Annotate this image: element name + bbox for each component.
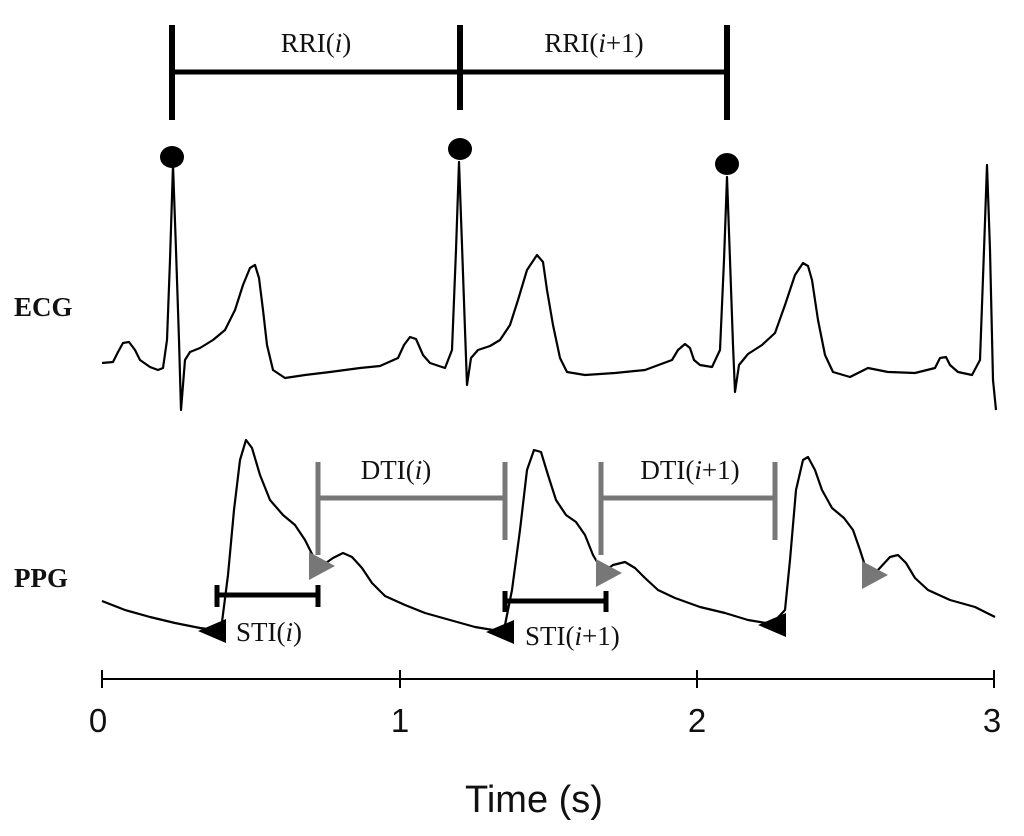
tick-label-2: 2: [688, 702, 706, 739]
tick-label-0: 0: [89, 702, 107, 739]
r-peak-dot-1: [160, 146, 184, 168]
tick-label-3: 3: [983, 702, 1001, 739]
notch-marker-1: [309, 552, 335, 580]
foot-marker-3: [758, 613, 786, 637]
notch-marker-2: [596, 559, 622, 587]
foot-marker-2: [486, 620, 514, 644]
tick-label-1: 1: [391, 702, 409, 739]
ppg-foot-markers: [198, 613, 786, 644]
time-axis: [101, 670, 995, 688]
sti-i1-label: STI(i+1): [525, 621, 620, 651]
ecg-waveform: [101, 160, 998, 412]
sti-i-label: STI(i): [236, 617, 302, 647]
r-peak-dot-2: [448, 138, 472, 160]
x-axis-label: Time (s): [465, 779, 603, 821]
notch-marker-3: [862, 561, 888, 589]
rri-brackets: [169, 25, 730, 120]
rri-i1-label: RRI(i+1): [544, 28, 643, 58]
ppg-waveform: [101, 438, 996, 632]
sti-brackets: [214, 585, 609, 612]
ppg-row-label: PPG: [14, 563, 68, 593]
dti-brackets: [315, 462, 778, 555]
dicrotic-notch-markers: [309, 552, 888, 589]
ecg-row-label: ECG: [14, 292, 73, 322]
r-peak-dot-3: [715, 153, 739, 175]
foot-marker-1: [198, 619, 226, 643]
r-peak-markers: [160, 138, 739, 175]
dti-i-label: DTI(i): [361, 455, 432, 485]
dti-i1-label: DTI(i+1): [640, 455, 739, 485]
rri-i-label: RRI(i): [281, 28, 352, 58]
